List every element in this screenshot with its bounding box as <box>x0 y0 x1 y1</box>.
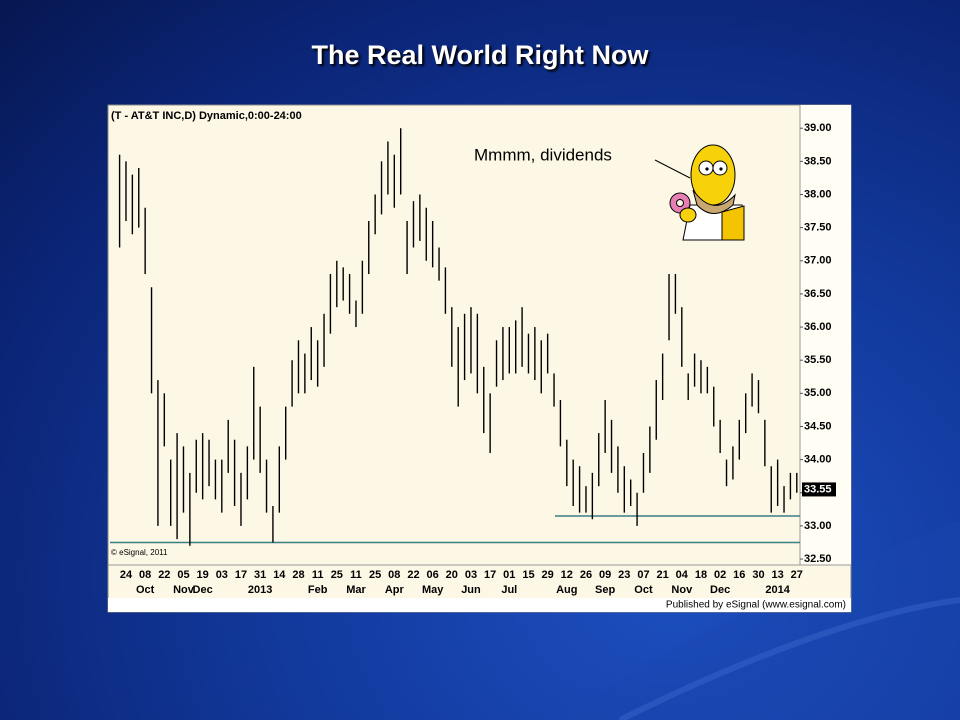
last-price-label: 33.55 <box>804 483 832 495</box>
x-tick-label: 07 <box>637 569 649 581</box>
y-tick-label: 37.00 <box>804 255 832 267</box>
x-tick-label: 06 <box>427 569 439 581</box>
x-month-label: Feb <box>308 584 328 596</box>
x-month-label: Oct <box>136 584 155 596</box>
x-tick-label: 29 <box>542 569 554 581</box>
x-tick-label: 04 <box>676 569 689 581</box>
x-tick-label: 17 <box>235 569 247 581</box>
y-tick-label: 37.50 <box>804 222 832 234</box>
x-month-label: Sep <box>595 584 615 596</box>
x-tick-label: 15 <box>522 569 534 581</box>
x-tick-label: 27 <box>791 569 803 581</box>
x-month-label: May <box>422 584 444 596</box>
y-tick-label: 36.00 <box>804 321 832 333</box>
x-tick-label: 08 <box>139 569 151 581</box>
x-tick-label: 28 <box>292 569 304 581</box>
y-tick-label: 35.50 <box>804 354 832 366</box>
x-tick-label: 09 <box>599 569 611 581</box>
x-tick-label: 25 <box>331 569 343 581</box>
x-tick-label: 11 <box>312 569 324 581</box>
y-tick-label: 33.00 <box>804 520 832 532</box>
annotation: Mmmm, dividends <box>474 145 612 164</box>
footer: Published by eSignal (www.esignal.com) <box>666 600 846 611</box>
x-tick-label: 08 <box>388 569 400 581</box>
swoosh <box>618 597 960 720</box>
x-tick-label: 25 <box>369 569 381 581</box>
x-tick-label: 18 <box>695 569 707 581</box>
x-tick-label: 17 <box>484 569 496 581</box>
x-tick-label: 16 <box>733 569 745 581</box>
y-tick-label: 32.50 <box>804 553 832 565</box>
x-month-label: Mar <box>346 584 366 596</box>
x-month-label: Jun <box>461 584 481 596</box>
footer-bg <box>108 598 851 612</box>
x-month-label: Aug <box>556 584 577 596</box>
x-month-label: Apr <box>385 584 405 596</box>
y-tick-label: 38.50 <box>804 155 832 167</box>
annotation-pointer <box>654 159 691 179</box>
x-tick-label: 13 <box>772 569 784 581</box>
x-tick-label: 11 <box>350 569 362 581</box>
x-month-label: 2014 <box>765 584 790 596</box>
x-tick-label: 22 <box>158 569 170 581</box>
x-tick-label: 30 <box>752 569 764 581</box>
x-tick-label: 05 <box>177 569 189 581</box>
homer <box>669 144 745 241</box>
y-tick-label: 39.00 <box>804 122 832 134</box>
chart-title: (T - AT&T INC,D) Dynamic,0:00-24:00 <box>111 110 302 122</box>
x-month-label: Dec <box>193 584 213 596</box>
x-tick-label: 26 <box>580 569 592 581</box>
y-tick-label: 38.00 <box>804 188 832 200</box>
x-tick-label: 02 <box>714 569 726 581</box>
x-month-label: Nov <box>173 584 195 596</box>
y-tick-label: 34.00 <box>804 454 832 466</box>
x-tick-label: 01 <box>503 569 515 581</box>
x-tick-label: 24 <box>120 569 133 581</box>
y-tick-label: 34.50 <box>804 420 832 432</box>
y-tick-label: 35.00 <box>804 387 832 399</box>
x-tick-label: 31 <box>254 569 266 581</box>
x-month-label: Oct <box>634 584 653 596</box>
slide-title: The Real World Right Now <box>311 40 649 70</box>
x-tick-label: 23 <box>618 569 630 581</box>
last-price-box <box>802 482 836 497</box>
x-tick-label: 12 <box>561 569 573 581</box>
x-tick-label: 22 <box>407 569 419 581</box>
x-month-label: Dec <box>710 584 730 596</box>
x-tick-label: 20 <box>446 569 458 581</box>
y-tick-label: 36.50 <box>804 288 832 300</box>
x-tick-label: 03 <box>216 569 228 581</box>
chart-frame <box>107 104 852 613</box>
x-month-label: 2013 <box>248 584 272 596</box>
x-tick-label: 03 <box>465 569 477 581</box>
copyright: © eSignal, 2011 <box>111 548 168 557</box>
x-tick-label: 21 <box>657 569 669 581</box>
swoosh <box>560 520 960 720</box>
x-month-label: Nov <box>671 584 693 596</box>
x-tick-label: 14 <box>273 569 286 581</box>
x-month-label: Jul <box>501 584 517 596</box>
x-tick-label: 19 <box>197 569 209 581</box>
